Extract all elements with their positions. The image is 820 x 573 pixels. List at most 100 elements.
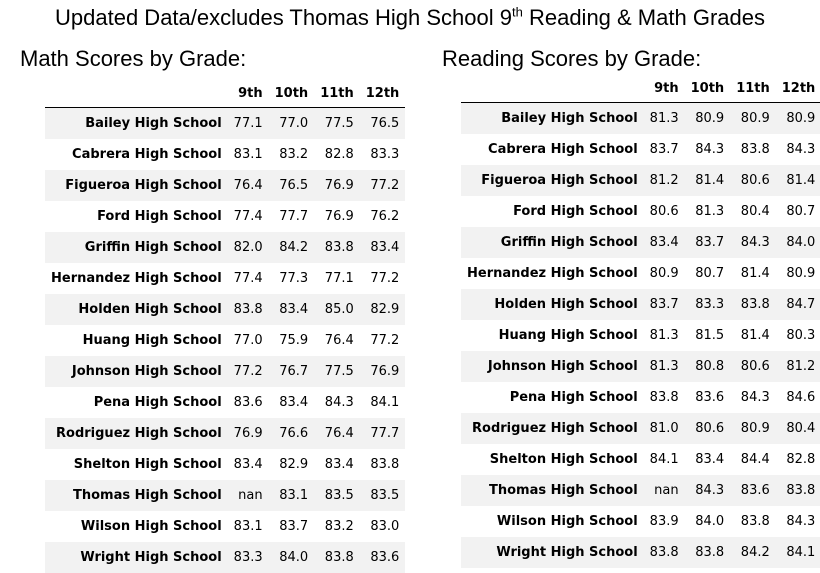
score-cell: 81.4: [740, 327, 770, 343]
school-name: Rodriguez High School: [472, 420, 638, 436]
column-header: 9th: [643, 75, 685, 103]
score-cell: 84.0: [279, 549, 309, 565]
score-cell: 83.6: [233, 394, 263, 410]
score-cell: 83.7: [649, 296, 679, 312]
score-cell: 83.4: [324, 456, 354, 472]
school-name: Ford High School: [513, 203, 638, 219]
table-header-row: 9th 10th 11th 12th: [45, 80, 406, 108]
title-suffix: Reading & Math Grades: [522, 5, 765, 30]
score-cell: 76.9: [233, 425, 263, 441]
score-cell: 81.3: [649, 358, 679, 374]
score-cell: 81.3: [695, 203, 725, 219]
table-row: Hernandez High School 80.9 80.7 81.4 80.9: [461, 258, 820, 289]
score-cell: 83.4: [233, 456, 263, 472]
table-row: Huang High School 81.3 81.5 81.4 80.3: [461, 320, 820, 351]
score-cell: 84.6: [786, 389, 816, 405]
score-cell: 80.7: [695, 265, 725, 281]
table-row: Wilson High School 83.1 83.7 83.2 83.0: [45, 511, 405, 542]
table-row: Hernandez High School 77.4 77.3 77.1 77.2: [45, 263, 405, 294]
score-cell: 76.4: [233, 177, 263, 193]
school-name: Hernandez High School: [467, 265, 638, 281]
score-cell: 75.9: [279, 332, 309, 348]
table-row: Griffin High School 83.4 83.7 84.3 84.0: [461, 226, 820, 258]
column-header: 12th: [775, 75, 820, 103]
score-cell: 83.4: [370, 239, 400, 255]
score-cell: 80.7: [786, 203, 816, 219]
score-cell: 80.9: [649, 265, 679, 281]
score-cell: 77.1: [233, 115, 263, 131]
score-cell: 83.7: [649, 141, 679, 157]
score-cell: 77.5: [324, 363, 354, 379]
table-row: Shelton High School 84.1 83.4 84.4 82.8: [461, 444, 820, 475]
score-cell: 77.0: [233, 332, 263, 348]
table-row: Bailey High School 81.3 80.9 80.9 80.9: [461, 102, 820, 134]
school-name: Holden High School: [494, 296, 638, 312]
score-cell: 83.3: [695, 296, 725, 312]
score-cell: 84.3: [740, 389, 770, 405]
score-cell: 83.8: [695, 544, 725, 560]
score-cell: 80.4: [786, 420, 816, 436]
score-cell: 80.6: [695, 420, 725, 436]
table-row: Griffin High School 82.0 84.2 83.8 83.4: [45, 231, 406, 263]
school-name: Johnson High School: [71, 363, 222, 379]
score-cell: 84.7: [786, 296, 816, 312]
column-header: 10th: [684, 75, 731, 103]
score-cell: 77.7: [370, 425, 400, 441]
school-name: Cabrera High School: [72, 146, 222, 162]
school-name: Figueroa High School: [481, 172, 638, 188]
score-cell: 80.8: [695, 358, 725, 374]
score-cell: 80.9: [740, 420, 770, 436]
page-title: Updated Data/excludes Thomas High School…: [0, 4, 820, 32]
score-cell: 84.3: [695, 482, 725, 498]
school-name: Wilson High School: [80, 518, 222, 534]
score-cell: 83.8: [740, 296, 770, 312]
school-name: Shelton High School: [489, 451, 638, 467]
score-cell: 83.0: [370, 518, 400, 534]
score-cell: 76.9: [324, 177, 354, 193]
score-cell: 81.3: [649, 110, 679, 126]
score-cell: 76.5: [370, 115, 400, 131]
table-row: Rodriguez High School 81.0 80.6 80.9 80.4: [461, 412, 820, 444]
score-cell: 83.6: [740, 482, 770, 498]
table-row: Thomas High School nan 84.3 83.6 83.8: [461, 474, 820, 506]
score-cell: 85.0: [324, 301, 354, 317]
score-cell: 84.1: [649, 451, 679, 467]
score-cell: 83.5: [324, 487, 354, 503]
column-header: 11th: [730, 75, 776, 103]
table-row: Thomas High School nan 83.1 83.5 83.5: [45, 479, 406, 511]
school-name: Holden High School: [78, 301, 222, 317]
table-row: Rodriguez High School 76.9 76.6 76.4 77.7: [45, 417, 406, 449]
score-cell: 76.4: [324, 332, 354, 348]
score-cell: 77.7: [279, 208, 309, 224]
score-cell: 83.7: [279, 518, 309, 534]
school-name: Huang High School: [82, 332, 222, 348]
school-name: Bailey High School: [85, 115, 222, 131]
score-cell: 84.2: [279, 239, 309, 255]
score-cell: nan: [238, 487, 263, 503]
score-cell: 77.4: [233, 208, 263, 224]
score-cell: 76.7: [279, 363, 309, 379]
score-cell: 76.2: [370, 208, 400, 224]
score-cell: 84.3: [786, 141, 816, 157]
score-cell: 80.3: [786, 327, 816, 343]
score-cell: 82.0: [233, 239, 263, 255]
score-cell: 81.4: [786, 172, 816, 188]
school-name: Griffin High School: [84, 239, 222, 255]
score-cell: 83.4: [649, 234, 679, 250]
score-cell: 82.9: [279, 456, 309, 472]
table-row: Johnson High School 81.3 80.8 80.6 81.2: [461, 350, 820, 382]
score-cell: 80.6: [649, 203, 679, 219]
score-cell: 76.9: [324, 208, 354, 224]
score-cell: 80.4: [740, 203, 770, 219]
school-name: Wright High School: [80, 549, 222, 565]
column-header: 12th: [359, 80, 406, 108]
table-row: Pena High School 83.8 83.6 84.3 84.6: [461, 382, 820, 413]
table-header-row: 9th 10th 11th 12th: [461, 75, 820, 103]
score-cell: 83.8: [649, 544, 679, 560]
score-cell: 83.3: [233, 549, 263, 565]
school-name: Figueroa High School: [65, 177, 222, 193]
column-header: [45, 80, 228, 108]
score-cell: 83.4: [695, 451, 725, 467]
score-cell: 82.8: [786, 451, 816, 467]
score-cell: 81.2: [786, 358, 816, 374]
